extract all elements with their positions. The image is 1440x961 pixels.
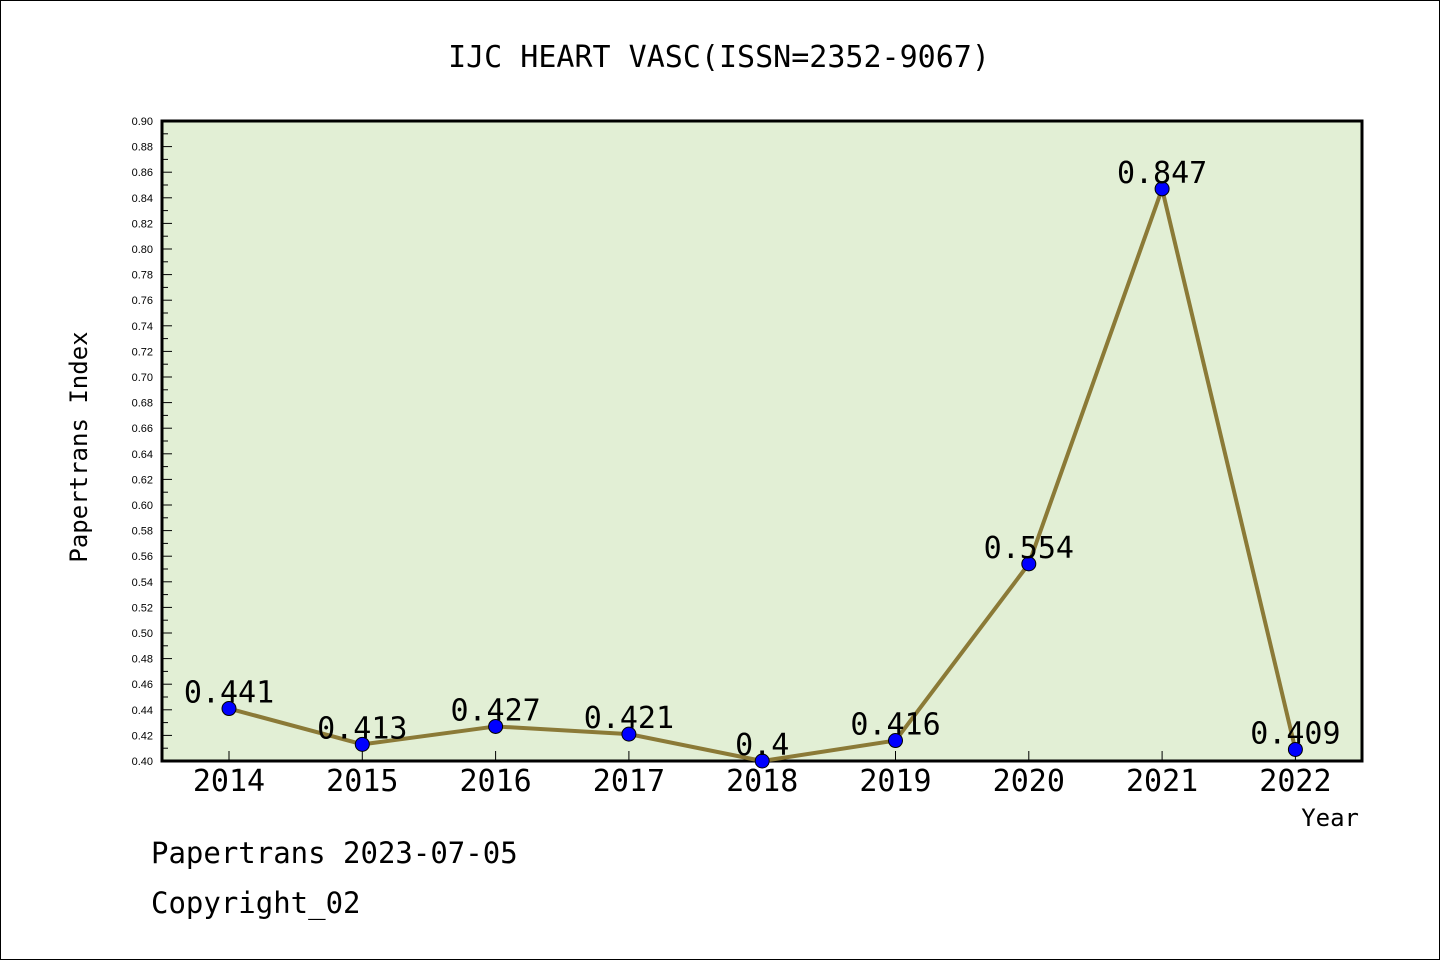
x-tick-label: 2021	[1126, 764, 1198, 799]
y-tick-label: 0.68	[132, 398, 153, 410]
data-point	[621, 726, 637, 742]
footer-copyright: Copyright_02	[151, 886, 361, 920]
y-tick-label: 0.76	[132, 295, 153, 307]
y-axis: 0.40 0.42 0.44 0.46 0.48 0.50 0.52 0.54 0.56 0.58…	[132, 116, 172, 768]
data-point	[354, 736, 370, 752]
data-label: 0.554	[984, 531, 1074, 566]
plot-area	[160, 119, 1364, 763]
data-label: 0.413	[317, 711, 407, 746]
x-tick-label: 2017	[593, 764, 665, 799]
x-tick-label: 2022	[1259, 764, 1331, 799]
y-tick-label: 0.84	[132, 193, 153, 205]
y-tick-label: 0.88	[132, 142, 153, 154]
data-point	[888, 733, 903, 749]
data-point	[1287, 741, 1303, 757]
y-tick-label: 0.66	[132, 423, 153, 435]
y-tick-label: 0.54	[132, 577, 153, 589]
y-tick-label: 0.78	[132, 270, 153, 282]
data-label: 0.409	[1250, 716, 1340, 751]
y-tick-label: 0.58	[132, 526, 153, 538]
y-tick-label: 0.56	[132, 551, 153, 563]
y-tick-label: 0.52	[132, 602, 153, 614]
y-tick-label: 0.40	[132, 756, 153, 768]
y-tick-label: 0.46	[132, 679, 153, 691]
x-tick-label: 2018	[726, 764, 798, 799]
data-label: 0.847	[1117, 156, 1207, 191]
x-tick-label: 2020	[993, 764, 1065, 799]
footer-date: Papertrans 2023-07-05	[151, 836, 518, 870]
y-tick-label: 0.50	[132, 628, 153, 640]
y-tick-label: 0.72	[132, 346, 153, 358]
y-tick-label: 0.82	[132, 218, 153, 230]
y-tick-label: 0.90	[132, 116, 153, 128]
series-group	[221, 181, 1303, 769]
y-tick-label: 0.44	[132, 705, 153, 717]
data-labels: 0.441 0.413 0.427 0.421 0.4 0.416 0.554 0.847 0.…	[184, 156, 1341, 763]
chart-title: IJC HEART VASC(ISSN=2352-9067)	[448, 40, 990, 75]
x-tick-label: 2014	[193, 764, 265, 799]
x-axis: 2014 2015 2016 2017 2018 2019 2020 2021 2022	[193, 751, 1332, 799]
data-label: 0.421	[584, 701, 674, 736]
y-tick-label: 0.48	[132, 654, 153, 666]
y-tick-label: 0.86	[132, 167, 153, 179]
x-axis-label: Year	[1301, 804, 1359, 832]
data-label: 0.416	[850, 708, 940, 743]
y-tick-label: 0.70	[132, 372, 153, 384]
data-label: 0.4	[735, 728, 789, 763]
data-point	[1021, 556, 1037, 572]
y-tick-label: 0.42	[132, 730, 153, 742]
data-point	[488, 718, 504, 734]
y-axis-label: Papertrans Index	[65, 331, 93, 562]
y-tick-label: 0.60	[132, 500, 153, 512]
x-tick-label: 2019	[859, 764, 931, 799]
y-tick-label: 0.64	[132, 449, 153, 461]
data-label: 0.441	[184, 676, 274, 711]
data-point	[1154, 181, 1170, 197]
x-tick-label: 2016	[459, 764, 531, 799]
data-point	[754, 753, 770, 769]
y-tick-label: 0.80	[132, 244, 153, 256]
data-label: 0.427	[450, 693, 540, 728]
y-tick-label: 0.74	[132, 321, 153, 333]
y-tick-label: 0.62	[132, 474, 153, 486]
data-point	[221, 701, 237, 717]
x-tick-label: 2015	[326, 764, 398, 799]
